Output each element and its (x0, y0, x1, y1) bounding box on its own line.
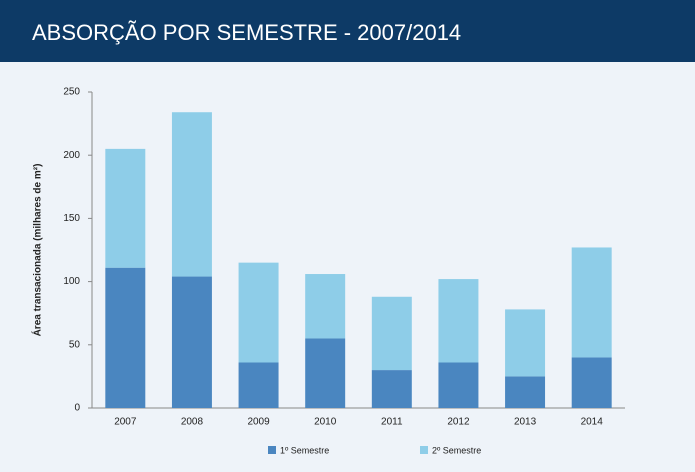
bar-segment (105, 267, 146, 408)
bar-segment (438, 279, 479, 363)
x-tick-label: 2010 (314, 417, 337, 428)
bar-segment (571, 247, 612, 358)
y-tick-label: 150 (63, 213, 80, 224)
bar-segment (571, 357, 612, 408)
y-tick-label: 50 (69, 339, 81, 350)
bar-segment (371, 370, 412, 408)
x-tick-label: 2008 (181, 417, 204, 428)
bar-segment (171, 112, 212, 277)
x-tick-label: 2007 (114, 417, 137, 428)
x-tick-label: 2011 (381, 417, 403, 428)
x-tick-label: 2013 (514, 417, 537, 428)
bar-segment (171, 276, 212, 408)
legend-label: 2º Semestre (432, 445, 481, 455)
legend-swatch (268, 446, 276, 454)
y-tick-label: 200 (63, 150, 80, 161)
y-tick-label: 0 (74, 403, 80, 414)
legend-swatch (420, 446, 428, 454)
x-tick-label: 2012 (447, 417, 470, 428)
bar-segment (438, 362, 479, 408)
y-tick-label: 250 (63, 87, 80, 98)
y-tick-label: 100 (63, 276, 80, 287)
legend-label: 1º Semestre (280, 445, 329, 455)
bar-segment (505, 309, 546, 377)
y-axis-label: Área transacionada (milhares de m²) (31, 164, 44, 337)
bar-segment (371, 296, 412, 371)
bar-segment (505, 376, 546, 408)
header (0, 0, 695, 62)
x-tick-label: 2009 (247, 417, 270, 428)
bar-segment (305, 274, 346, 339)
x-tick-label: 2014 (581, 417, 604, 428)
bar-segment (105, 148, 146, 268)
bar-segment (238, 262, 279, 363)
bar-segment (238, 362, 279, 408)
bar-segment (305, 338, 346, 408)
chart-title: ABSORÇÃO POR SEMESTRE - 2007/2014 (32, 20, 461, 45)
